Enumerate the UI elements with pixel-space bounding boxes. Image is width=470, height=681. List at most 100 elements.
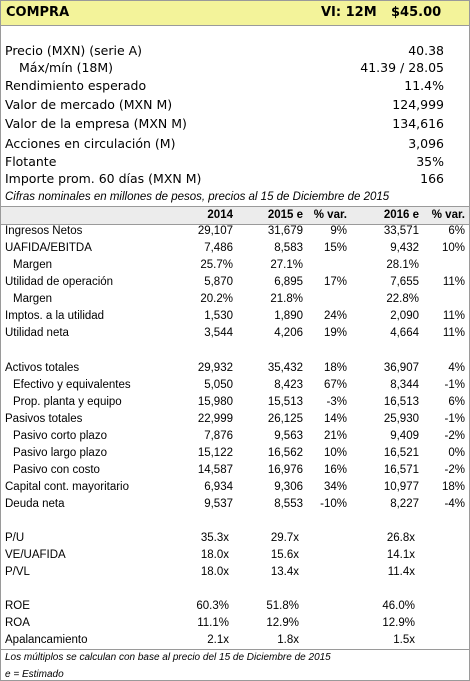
cell-value: 6,934: [204, 481, 233, 493]
summary-label: Precio (MXN) (serie A): [5, 43, 143, 58]
cell-value: 21.8%: [270, 293, 303, 305]
cell-value: 8,583: [274, 242, 303, 254]
row-label: Margen: [13, 293, 52, 305]
cell-value: 1.8x: [277, 634, 299, 646]
cell-value: 14.1x: [386, 549, 415, 561]
cell-value: 18.0x: [200, 549, 229, 561]
cell-value: 2.1x: [207, 634, 229, 646]
cell-value: 7,876: [204, 430, 233, 442]
cell-value: -3%: [326, 396, 347, 408]
cell-value: -4%: [444, 498, 465, 510]
cell-value: 28.1%: [386, 259, 419, 271]
note: Cifras nominales en millones de pesos, p…: [5, 191, 390, 203]
cell-value: 15,980: [197, 396, 233, 408]
cell-value: 16%: [323, 464, 347, 476]
cell-value: 22.8%: [386, 293, 419, 305]
cell-value: 11%: [442, 327, 465, 339]
column-label: % var.: [431, 209, 465, 221]
cell-value: 7,655: [390, 276, 419, 288]
row-label: Imptos. a la utilidad: [5, 310, 105, 322]
summary-value: 11.4%: [404, 78, 444, 93]
row-label: ROA: [5, 617, 30, 629]
cell-value: 29,932: [197, 362, 233, 374]
cell-value: 5,050: [204, 379, 233, 391]
cell-value: 1,890: [274, 310, 303, 322]
cell-value: 15,513: [267, 396, 303, 408]
cell-value: 10%: [441, 242, 465, 254]
summary-value: 41.39 / 28.05: [360, 60, 444, 75]
cell-value: 34%: [323, 481, 347, 493]
row-label: Pasivo con costo: [13, 464, 100, 476]
row-label: Apalancamiento: [5, 634, 88, 646]
cell-value: 16,562: [267, 447, 303, 459]
footnote: e = Estimado: [5, 669, 64, 680]
summary-value: 124,999: [392, 97, 444, 112]
row-label: Utilidad de operación: [5, 276, 114, 288]
summary-value: 166: [420, 171, 444, 186]
cell-value: 1.5x: [393, 634, 415, 646]
summary-label: Acciones en circulación (M): [5, 136, 176, 151]
row-label: P/U: [5, 532, 25, 544]
cell-value: 15%: [323, 242, 347, 254]
row-label: Pasivos totales: [5, 413, 83, 425]
cell-value: 36,907: [383, 362, 419, 374]
cell-value: -1%: [444, 413, 465, 425]
recommendation: COMPRA: [6, 5, 70, 20]
cell-value: 6%: [448, 225, 465, 237]
summary-label: Máx/mín (18M): [19, 60, 114, 75]
cell-value: 22,999: [197, 413, 233, 425]
summary-value: 3,096: [408, 136, 444, 151]
cell-value: 60.3%: [196, 600, 229, 612]
cell-value: 10%: [323, 447, 347, 459]
row-label: Utilidad neta: [5, 327, 69, 339]
row-label: VE/UAFIDA: [5, 549, 66, 561]
cell-value: 15,122: [197, 447, 233, 459]
cell-value: 33,571: [383, 225, 419, 237]
cell-value: 27.1%: [270, 259, 303, 271]
cell-value: 17%: [323, 276, 347, 288]
cell-value: 25,930: [383, 413, 419, 425]
summary-label: Flotante: [5, 154, 57, 169]
cell-value: 18.0x: [200, 566, 229, 578]
row-label: Deuda neta: [5, 498, 65, 510]
row-label: Ingresos Netos: [5, 225, 83, 237]
cell-value: 11%: [442, 276, 465, 288]
cell-value: 16,513: [383, 396, 419, 408]
cell-value: -1%: [444, 379, 465, 391]
column-label: 2016 e: [383, 209, 419, 221]
cell-value: 16,521: [383, 447, 419, 459]
target-price: $45.00: [391, 5, 442, 20]
cell-value: 5,870: [204, 276, 233, 288]
cell-value: 31,679: [267, 225, 303, 237]
cell-value: 1,530: [204, 310, 233, 322]
cell-value: 18%: [323, 362, 347, 374]
cell-value: 11%: [442, 310, 465, 322]
cell-value: 6%: [448, 396, 465, 408]
cell-value: 4,664: [390, 327, 419, 339]
footnote: Los múltiplos se calculan con base al pr…: [5, 652, 331, 663]
cell-value: 26,125: [267, 413, 303, 425]
cell-value: 9,409: [390, 430, 419, 442]
summary-value: 35%: [416, 154, 444, 169]
row-label: P/VL: [5, 566, 30, 578]
cell-value: 8,227: [390, 498, 419, 510]
cell-value: -2%: [444, 464, 465, 476]
horizon: VI: 12M: [321, 5, 377, 20]
cell-value: 13.4x: [270, 566, 299, 578]
cell-value: 0%: [448, 447, 465, 459]
cell-value: 4,206: [274, 327, 303, 339]
row-label: Activos totales: [5, 362, 80, 374]
row-label: Efectivo y equivalentes: [13, 379, 131, 391]
cell-value: 21%: [323, 430, 347, 442]
row-label: Capital cont. mayoritario: [5, 481, 129, 493]
cell-value: 10,977: [383, 481, 419, 493]
cell-value: 29,107: [197, 225, 233, 237]
cell-value: 9,432: [390, 242, 419, 254]
summary-label: Rendimiento esperado: [5, 78, 147, 93]
cell-value: 4%: [448, 362, 465, 374]
cell-value: 19%: [323, 327, 347, 339]
cell-value: 46.0%: [382, 600, 415, 612]
divider: [1, 649, 469, 650]
cell-value: 11.1%: [197, 617, 229, 629]
